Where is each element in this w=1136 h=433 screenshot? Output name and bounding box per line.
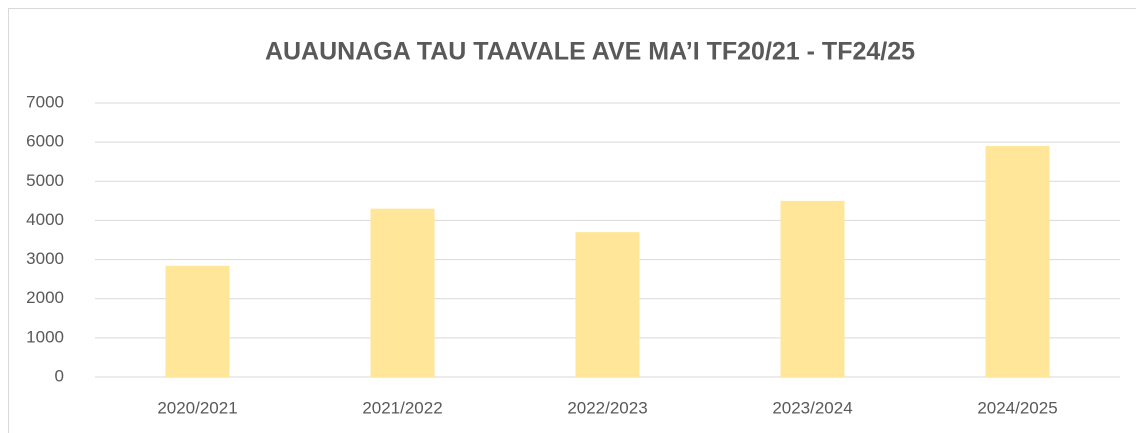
bar: [165, 265, 230, 377]
y-tick-label: 1000: [26, 327, 64, 346]
x-tick-label: 2023/2024: [772, 398, 852, 417]
bar: [780, 200, 845, 377]
y-tick-label: 5000: [26, 171, 64, 190]
y-tick-label: 0: [55, 366, 64, 385]
x-tick-label: 2024/2025: [977, 398, 1057, 417]
bar: [575, 232, 640, 377]
chart-title: AUAUNAGA TAU TAAVALE AVE MA’I TF20/21 - …: [265, 38, 915, 66]
y-tick-label: 7000: [26, 92, 64, 111]
y-tick-label: 2000: [26, 288, 64, 307]
x-tick-label: 2022/2023: [567, 398, 647, 417]
bar: [985, 146, 1050, 377]
bar: [370, 208, 435, 377]
y-tick-label: 6000: [26, 132, 64, 151]
y-tick-label: 3000: [26, 249, 64, 268]
chart-frame: [8, 8, 1136, 433]
x-tick-label: 2021/2022: [362, 398, 442, 417]
y-tick-label: 4000: [26, 210, 64, 229]
x-tick-label: 2020/2021: [157, 398, 237, 417]
